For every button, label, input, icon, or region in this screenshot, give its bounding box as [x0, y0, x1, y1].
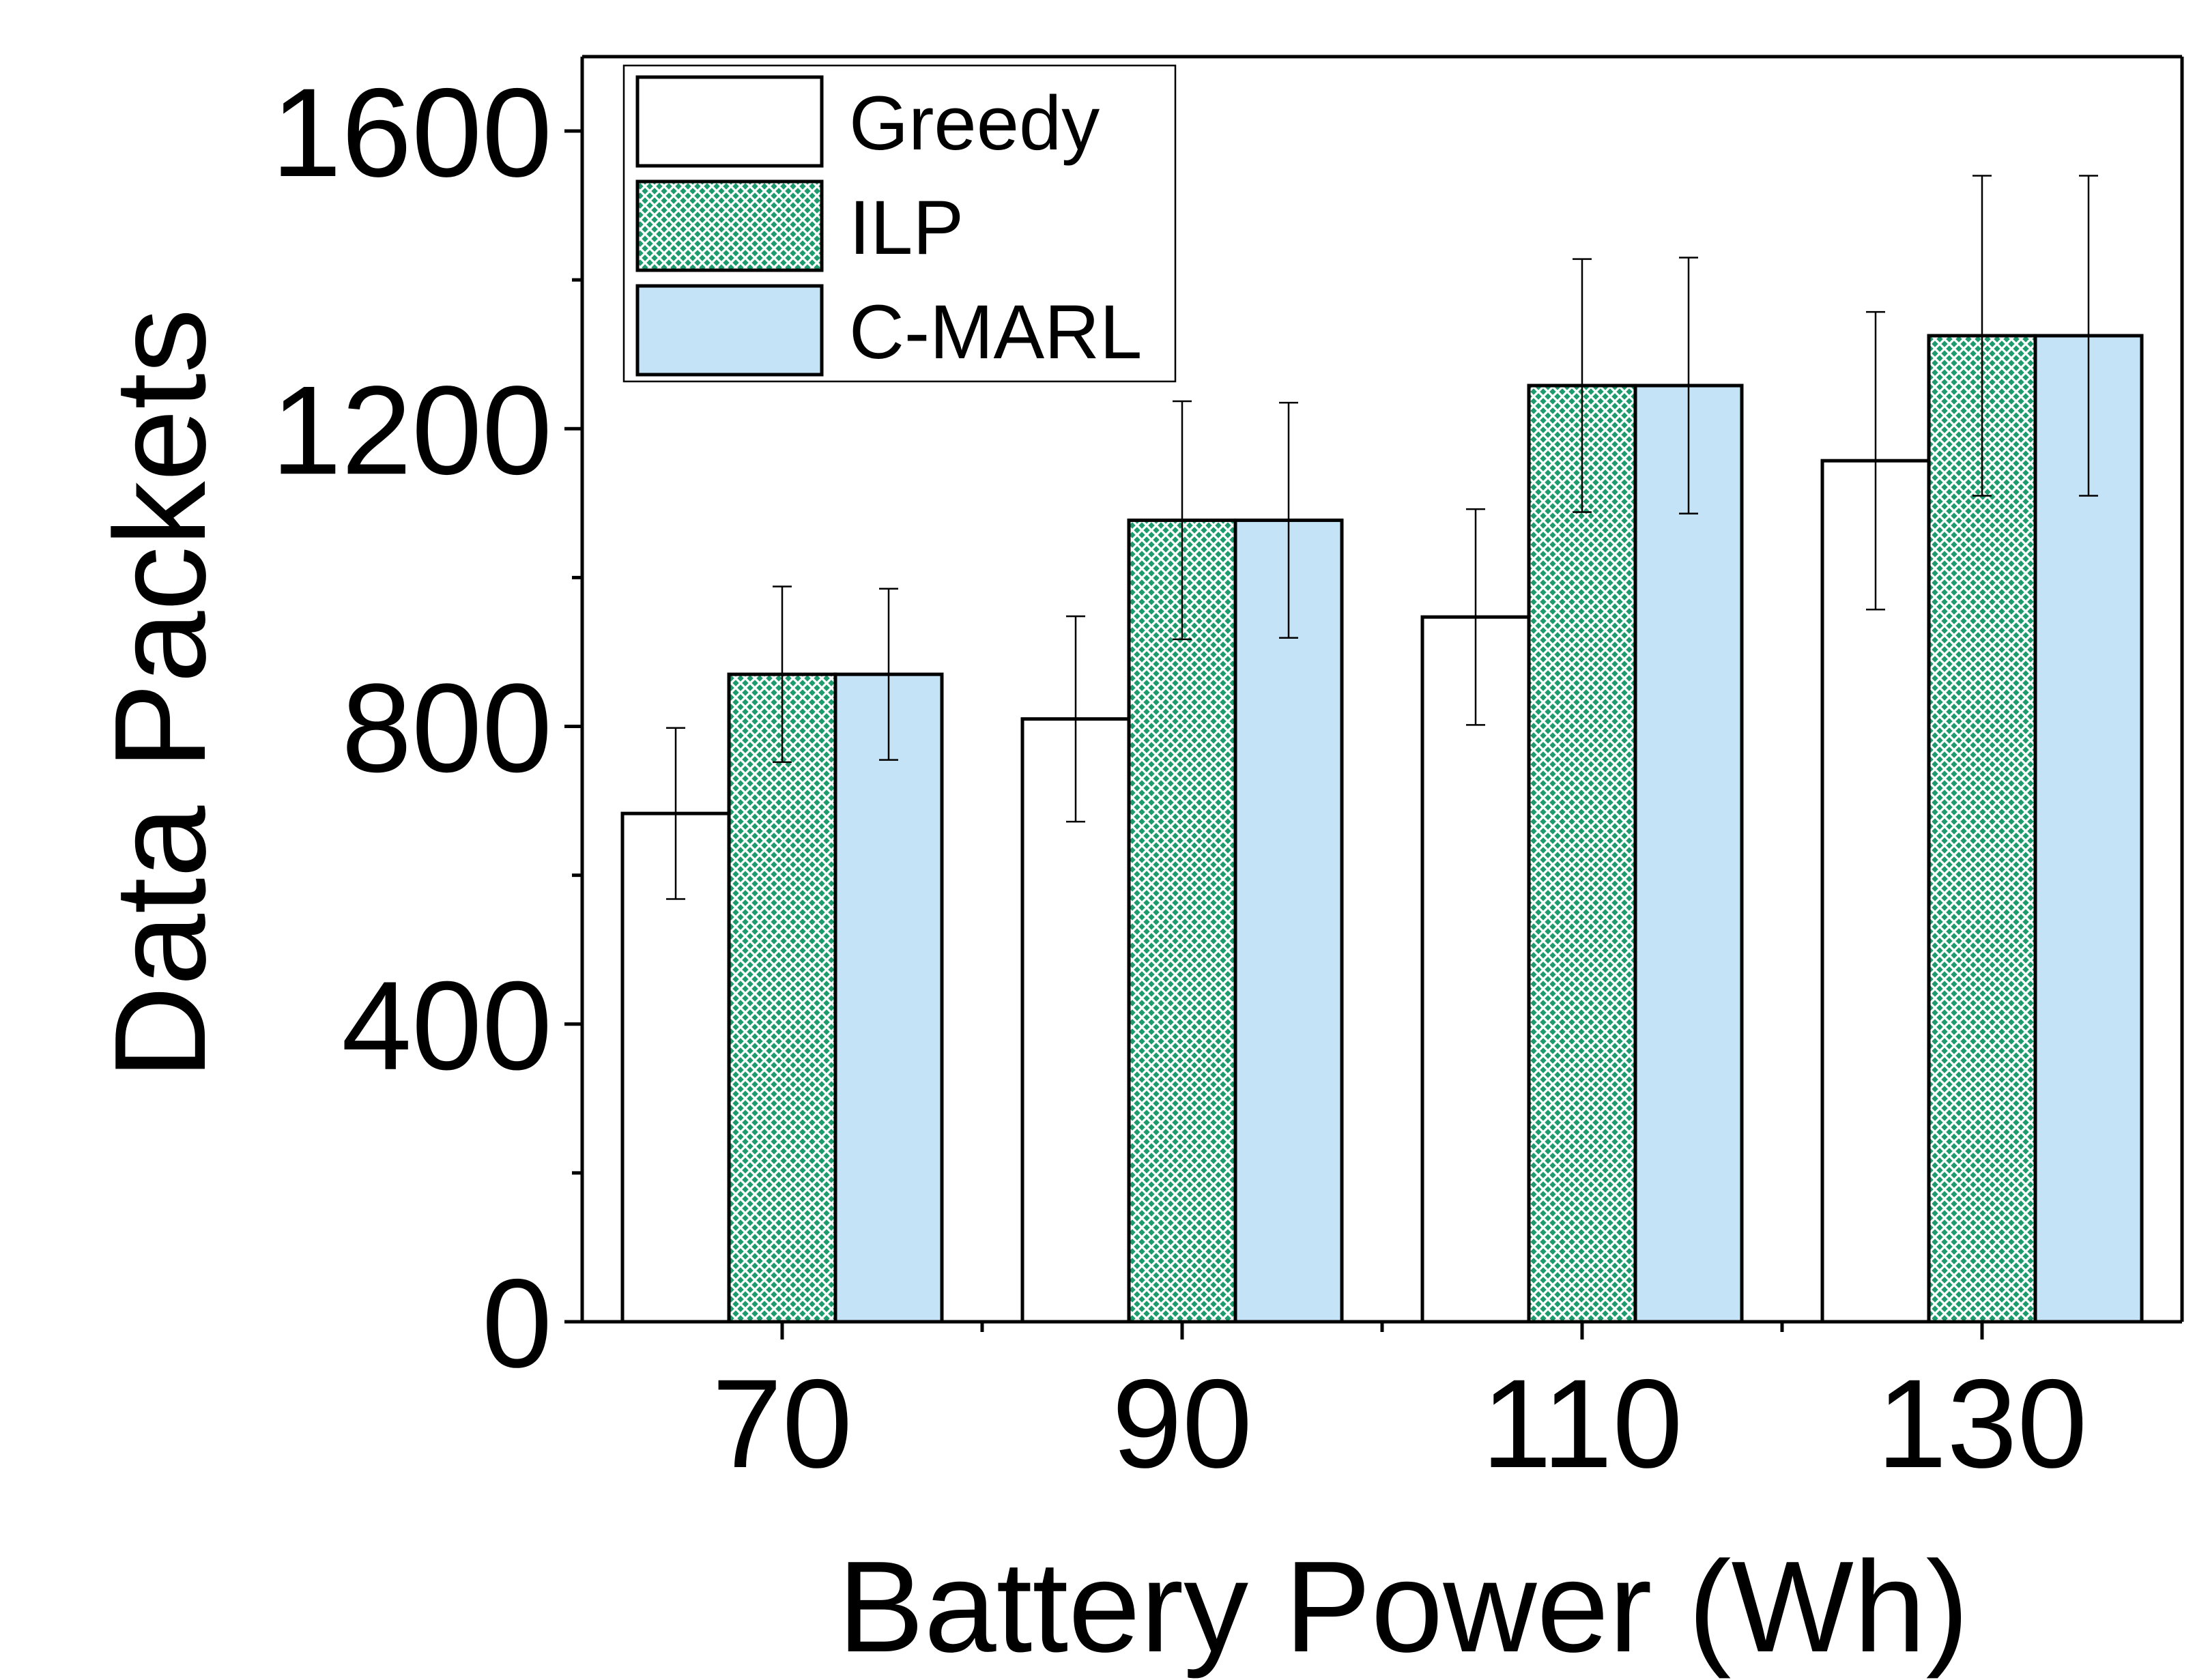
legend-swatch-ilp [635, 179, 824, 272]
legend-label-c-marl: C-MARL [849, 289, 1142, 375]
legend-label-greedy: Greedy [849, 81, 1100, 166]
bar-c-marl-110 [1633, 383, 1744, 1324]
y-tick-label-0: 0 [482, 1254, 552, 1394]
bar-c-marl-90 [1233, 518, 1344, 1324]
legend-swatch-c-marl [635, 284, 824, 377]
y-tick-label-800: 800 [341, 658, 552, 799]
y-tick-label-1200: 1200 [271, 360, 552, 501]
axes-layer: 0 400 800 1200 1600 70 90 110 130 [271, 55, 2184, 1494]
bar-c-marl-70 [833, 672, 944, 1324]
error-bars-layer [666, 175, 2098, 900]
x-tick-label-70: 70 [712, 1354, 852, 1494]
bar-ilp-110 [1527, 383, 1637, 1324]
legend-swatch-greedy [635, 75, 824, 168]
legend-label-ilp: ILP [849, 185, 964, 270]
x-axis-title: Battery Power (Wh) [837, 1535, 1969, 1679]
y-axis-title: Data Packets [88, 308, 233, 1080]
y-tick-label-400: 400 [341, 956, 552, 1097]
x-tick-label-130: 130 [1877, 1354, 2088, 1494]
x-tick-label-90: 90 [1112, 1354, 1252, 1494]
bar-c-marl-130 [2033, 334, 2144, 1324]
bar-ilp-90 [1127, 518, 1237, 1324]
legend: Greedy ILP C-MARL [622, 64, 1177, 383]
x-tick-label-110: 110 [1482, 1354, 1683, 1494]
bar-ilp-70 [727, 672, 837, 1324]
bars-layer [620, 334, 2144, 1324]
y-tick-label-1600: 1600 [271, 63, 552, 203]
